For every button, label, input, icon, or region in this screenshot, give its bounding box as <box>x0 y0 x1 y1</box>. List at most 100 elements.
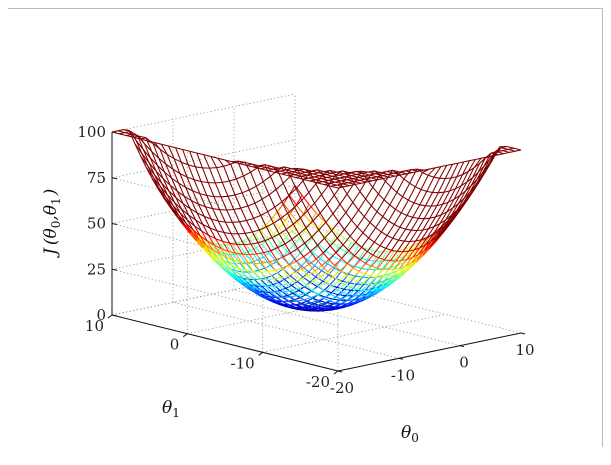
surface-segment <box>469 158 476 162</box>
surface-segment <box>277 203 285 212</box>
surface-segment <box>252 229 260 233</box>
surface-segment <box>446 163 453 166</box>
surface-segment <box>231 222 239 235</box>
surface-segment <box>367 251 374 256</box>
surface-segment <box>230 163 237 180</box>
surface-segment <box>219 209 226 223</box>
surface-segment <box>188 214 197 221</box>
surface-segment <box>315 252 324 260</box>
surface-segment <box>395 174 402 177</box>
surface-segment <box>230 233 238 245</box>
surface-segment <box>159 149 167 165</box>
surface-segment <box>311 286 320 291</box>
surface-segment <box>299 284 307 289</box>
surface-segment <box>437 178 446 193</box>
surface-segment <box>236 175 244 180</box>
surface-segment <box>365 263 372 267</box>
surface-segment <box>231 269 239 275</box>
surface-segment <box>450 176 457 179</box>
surface-segment <box>350 283 358 291</box>
surface-segment <box>371 288 380 295</box>
surface-segment <box>179 173 187 188</box>
surface-segment <box>325 281 333 287</box>
surface-segment <box>332 255 341 261</box>
surface-segment <box>261 199 269 212</box>
surface-segment <box>298 233 306 244</box>
surface-segment <box>253 271 261 280</box>
surface-segment <box>331 221 340 231</box>
surface-segment <box>156 165 164 179</box>
surface-segment <box>415 239 422 242</box>
surface-segment <box>293 281 300 289</box>
surface-segment <box>361 237 370 248</box>
surface-segment <box>417 205 426 219</box>
surface-segment <box>378 282 387 290</box>
surface-segment <box>345 267 354 276</box>
surface-segment <box>280 212 288 220</box>
surface-segment <box>393 224 401 228</box>
surface-segment <box>364 283 372 291</box>
surface-segment <box>269 295 276 301</box>
surface-segment <box>326 306 334 310</box>
surface-segment <box>283 296 291 298</box>
surface-segment <box>391 273 400 281</box>
surface-segment <box>274 206 281 219</box>
surface-segment <box>272 285 280 287</box>
surface-segment <box>278 220 286 229</box>
surface-segment <box>237 233 245 245</box>
surface-segment <box>358 270 365 275</box>
surface-segment <box>182 203 190 216</box>
surface-segment <box>354 246 363 257</box>
surface-segment <box>270 250 277 260</box>
surface-segment <box>297 242 306 249</box>
surface-segment <box>290 294 299 298</box>
surface-segment <box>153 142 161 150</box>
surface-segment <box>254 198 263 204</box>
surface-segment <box>483 152 492 167</box>
surface-segment <box>376 199 385 212</box>
surface-segment <box>355 182 361 185</box>
surface-segment <box>360 290 368 297</box>
surface-segment <box>445 207 454 221</box>
surface-segment <box>294 252 301 260</box>
surface-segment <box>265 285 272 293</box>
surface-segment <box>288 194 297 206</box>
surface-segment <box>302 256 310 265</box>
surface-segment <box>183 196 191 209</box>
surface-segment <box>206 194 214 198</box>
surface-segment <box>308 263 316 272</box>
surface-segment <box>189 208 197 221</box>
surface-segment <box>441 211 448 216</box>
surface-segment <box>243 244 251 255</box>
surface-segment <box>361 267 369 271</box>
surface-segment <box>366 259 375 262</box>
surface-segment <box>176 190 184 204</box>
surface-segment <box>363 205 372 217</box>
surface-segment <box>387 251 395 261</box>
surface-segment <box>388 220 395 225</box>
surface-segment <box>404 262 413 271</box>
surface-segment <box>319 250 327 260</box>
surface-segment <box>350 286 357 290</box>
surface-segment <box>385 180 392 188</box>
surface-segment <box>316 297 324 302</box>
surface-segment <box>196 212 205 217</box>
surface-segment <box>424 217 430 220</box>
surface-segment <box>215 181 223 184</box>
surface-segment <box>452 162 459 165</box>
surface-segment <box>301 199 308 212</box>
surface-segment <box>255 285 264 293</box>
surface-segment <box>187 164 195 180</box>
surface-segment <box>327 305 334 308</box>
surface-segment <box>283 256 290 266</box>
x-tick-mark <box>337 370 343 373</box>
surface-segment <box>363 216 371 223</box>
surface-segment <box>249 254 256 264</box>
surface-segment <box>422 228 429 231</box>
surface-segment <box>428 226 435 230</box>
surface-segment <box>456 161 465 177</box>
surface-segment <box>302 180 310 193</box>
surface-segment <box>210 156 218 168</box>
surface-segment <box>307 275 314 282</box>
surface-segment <box>336 171 345 175</box>
